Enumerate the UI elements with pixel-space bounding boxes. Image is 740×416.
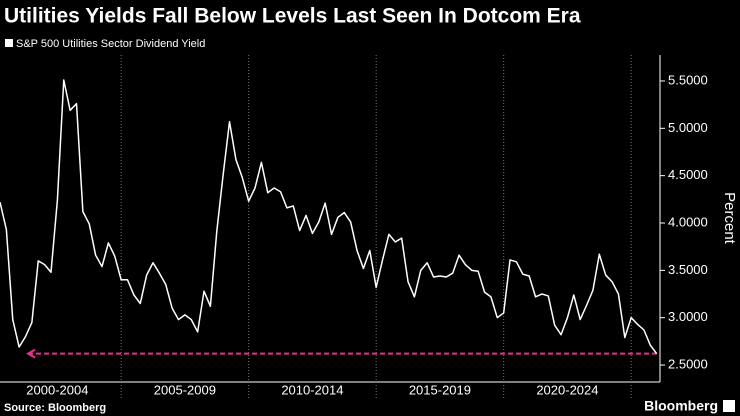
x-tick-label: 2005-2009 <box>154 382 216 397</box>
source: Source: Bloomberg <box>4 402 106 414</box>
legend-label: S&P 500 Utilities Sector Dividend Yield <box>16 38 205 50</box>
chart-title: Utilities Yields Fall Below Levels Last … <box>4 5 581 28</box>
brand: Bloomberg <box>644 398 718 414</box>
y-tick-label: 5.5000 <box>668 72 708 87</box>
x-tick-label: 2010-2014 <box>281 382 343 397</box>
y-tick-label: 4.5000 <box>668 167 708 182</box>
legend-swatch <box>5 39 13 47</box>
brand-icon <box>723 400 735 412</box>
y-tick-label: 4.0000 <box>668 214 708 229</box>
y-tick-label: 3.5000 <box>668 262 708 277</box>
y-tick-label: 2.5000 <box>668 356 708 371</box>
y-axis-label: Percent <box>721 192 738 245</box>
x-tick-label: 2020-2024 <box>536 382 598 397</box>
y-tick-label: 5.0000 <box>668 120 708 135</box>
y-tick-label: 3.0000 <box>668 309 708 324</box>
reference-arrow <box>26 348 36 359</box>
data-line <box>0 79 658 355</box>
x-tick-label: 2015-2019 <box>409 382 471 397</box>
x-tick-label: 2000-2004 <box>26 382 88 397</box>
